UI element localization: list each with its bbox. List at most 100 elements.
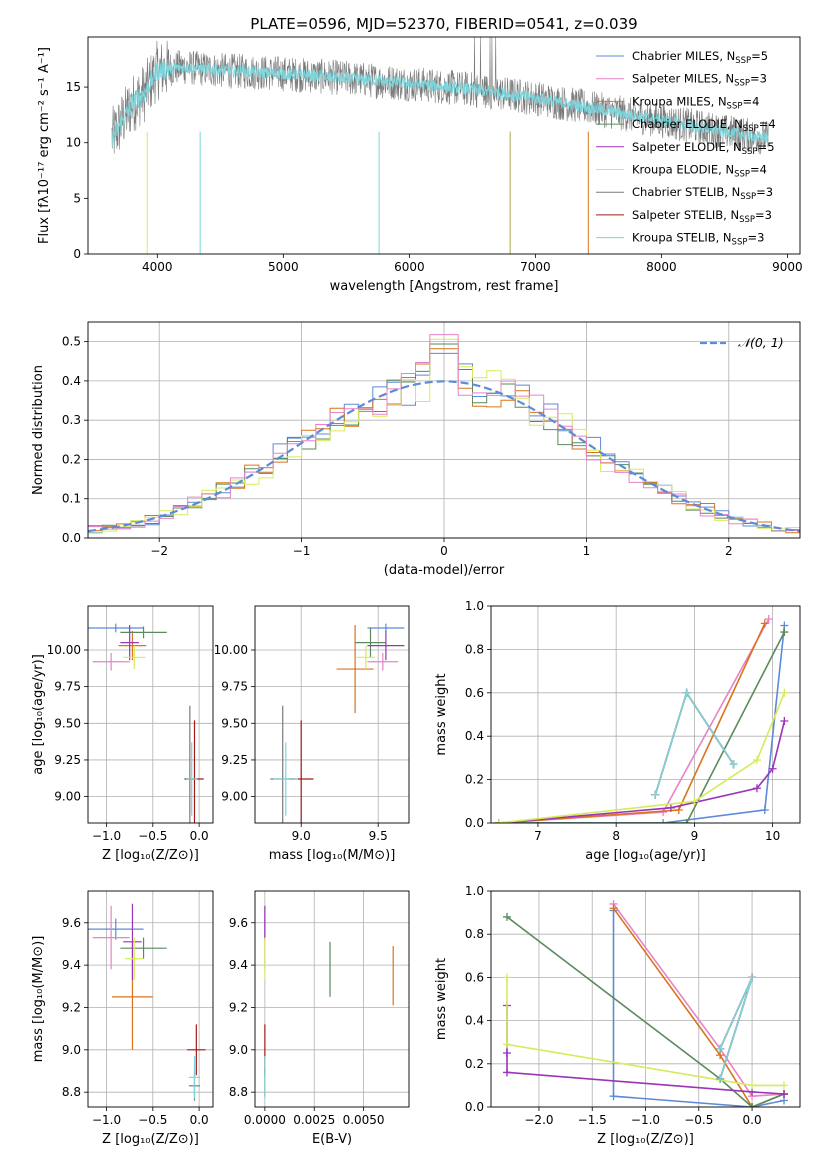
y-tick-label: 9.6 (62, 916, 81, 930)
y-tick-label: 0.8 (465, 927, 484, 941)
y-axis-label: mass weight (434, 673, 449, 755)
y-tick-label: 8.8 (229, 1085, 248, 1099)
y-tick-label: 9.00 (221, 790, 248, 804)
x-axis-label: mass [log₁₀(M/M⊙)] (269, 848, 396, 863)
weight-marker (780, 717, 789, 726)
x-tick-label: −2 (150, 544, 168, 558)
y-tick-label: 9.4 (229, 958, 248, 972)
y-tick-label: 9.50 (54, 716, 81, 730)
panel-age_vs_mass: 9.0 9.5 9.00 9.25 9.50 9.75 10.00 mass [log₁₀(M… (214, 605, 410, 863)
axes-frame (490, 890, 801, 1108)
y-tick-label: 9.4 (62, 958, 81, 972)
axes-frame (87, 890, 214, 1108)
weight-marker (780, 688, 789, 697)
weight-marker (502, 912, 511, 921)
weight-marker (651, 790, 660, 799)
weight-marker (659, 808, 668, 817)
legend-entry: Kroupa ELODIE, NSSP=4 (632, 163, 767, 180)
histogram-salpeter-miles (88, 334, 800, 538)
y-tick-label: 0.3 (62, 413, 81, 427)
y-tick-label: 9.00 (54, 790, 81, 804)
legend-entry: Chabrier STELIB, NSSP=3 (632, 185, 773, 202)
y-tick-label: 0.2 (465, 773, 484, 787)
weight-marker (502, 1049, 511, 1057)
axes-frame (254, 890, 410, 1108)
x-axis-label: Z [log₁₀(Z/Z⊙)] (597, 1132, 694, 1147)
y-tick-label: 0.6 (465, 970, 484, 984)
x-axis-label: (data-model)/error (384, 563, 505, 578)
weight-line-chabrier-miles (612, 910, 785, 1107)
plot-area (502, 899, 789, 1107)
weight-marker (494, 819, 503, 823)
y-tick-label: 9.50 (221, 716, 248, 730)
figure-title: PLATE=0596, MJD=52370, FIBERID=0541, z=0… (250, 15, 637, 33)
x-tick-label: −1.0 (92, 1113, 121, 1127)
y-tick-label: 0.1 (62, 492, 81, 506)
weight-marker (682, 819, 691, 823)
axes-frame (87, 605, 214, 824)
x-axis-label: Z [log₁₀(Z/Z⊙)] (102, 1132, 199, 1147)
weight-marker (748, 1081, 757, 1090)
panel-mass_vs_z: −1.0 −0.5 0.0 8.8 9.0 9.2 9.4 9.6 Z [log₁₀(Z/Z⊙)… (31, 890, 214, 1147)
weight-marker (768, 764, 777, 773)
x-tick-label: 0.0 (743, 1113, 762, 1127)
weight-marker (609, 904, 618, 913)
weight-marker (729, 760, 738, 769)
weight-marker (682, 688, 691, 697)
x-tick-label: 7 (534, 829, 542, 843)
weight-marker (609, 1092, 618, 1101)
y-tick-label: 0.6 (465, 686, 484, 700)
x-axis-label: age [log₁₀(age/yr)] (585, 848, 706, 863)
y-tick-label: 9.6 (229, 916, 248, 930)
x-tick-label: 9000 (772, 260, 803, 274)
y-axis-label: age [log₁₀(age/yr)] (31, 654, 46, 775)
y-tick-label: 0.0 (465, 1100, 484, 1114)
x-tick-label: 0.0 (190, 829, 209, 843)
panel-weight_vs_z: −2.0 −1.5 −1.0 −0.5 0.0 0.0 0.2 0.4 0.6 0.8 1.0 Z [… (434, 884, 801, 1147)
x-axis-label: wavelength [Angstrom, rest frame] (330, 279, 559, 294)
x-tick-label: 9.0 (292, 829, 311, 843)
plot-area (111, 37, 769, 254)
normal-curve (88, 380, 800, 533)
legend-entry: Chabrier ELODIE, NSSP=4 (632, 117, 776, 134)
x-tick-label: −1.0 (92, 829, 121, 843)
weight-marker (674, 805, 683, 814)
panel-mass_vs_ebv: 0.0000 0.0025 0.0050 8.8 9.0 9.2 9.4 9.6 E(B-V) (229, 890, 410, 1147)
weight-marker (748, 1103, 757, 1107)
x-axis-label: Z [log₁₀(Z/Z⊙)] (102, 848, 199, 863)
x-tick-label: 1 (583, 544, 591, 558)
axes-frame (87, 321, 801, 539)
weight-marker (748, 973, 757, 982)
y-tick-label: 8.8 (62, 1085, 81, 1099)
legend-entry: Chabrier MILES, NSSP=5 (632, 49, 768, 66)
x-tick-label: 9.5 (369, 829, 388, 843)
y-tick-label: 0.4 (465, 1014, 484, 1028)
x-tick-label: −1.0 (631, 1113, 660, 1127)
weight-marker (716, 1044, 725, 1053)
x-tick-label: 8000 (646, 260, 677, 274)
panel-residuals: −2 −1 0 1 2 0.0 0.1 0.2 0.3 0.4 0.5 (data-model)/er… (31, 321, 801, 578)
y-tick-label: 9.75 (221, 680, 248, 694)
y-tick-label: 0 (73, 247, 81, 261)
plot-area (494, 615, 789, 823)
y-tick-label: 0.5 (62, 335, 81, 349)
legend-entry: 𝒩(0, 1) (738, 335, 784, 350)
plot-area (88, 623, 204, 823)
x-tick-label: −0.5 (138, 1113, 167, 1127)
weight-line-kroupa-elodie (498, 692, 786, 823)
weight-line-salpeter-miles (612, 903, 785, 1098)
y-tick-label: 15 (66, 80, 81, 94)
weight-marker (716, 1074, 725, 1083)
weight-marker (502, 973, 511, 982)
y-axis-label: mass [log₁₀(M/M⊙)] (31, 936, 46, 1063)
weight-marker (780, 628, 789, 637)
weight-marker (752, 784, 761, 793)
y-tick-label: 9.25 (221, 753, 248, 767)
x-tick-label: −0.5 (684, 1113, 713, 1127)
axes-frame (490, 605, 801, 824)
panel-age_vs_z: −1.0 −0.5 0.0 9.00 9.25 9.50 9.75 10.00 Z [log₁₀… (31, 605, 214, 863)
y-tick-label: 0.8 (465, 642, 484, 656)
legend-entry: Salpeter ELODIE, NSSP=5 (632, 140, 775, 157)
